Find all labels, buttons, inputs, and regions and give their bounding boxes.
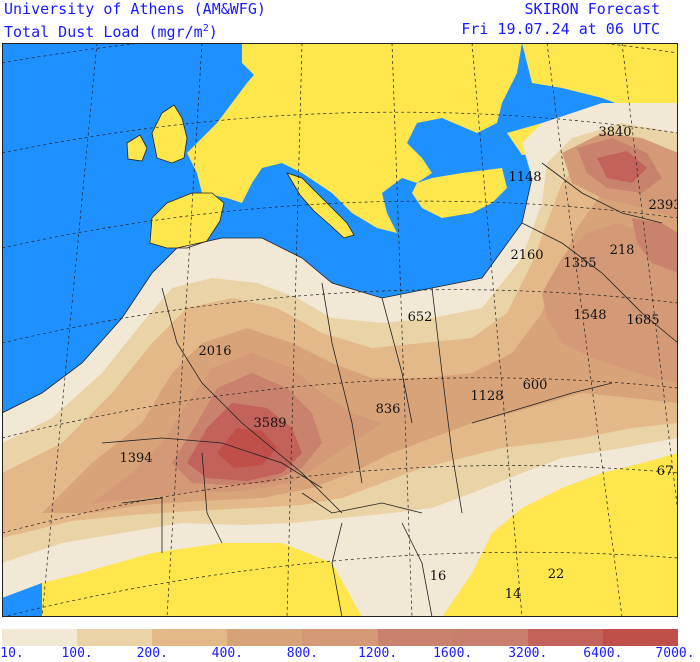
product-text: Total Dust Load (mgr/m <box>4 23 203 41</box>
value-label: 14 <box>505 587 522 602</box>
value-label: 3589 <box>253 416 286 431</box>
legend-swatch <box>227 629 303 646</box>
legend-swatch <box>452 629 528 646</box>
legend-swatch <box>77 629 153 646</box>
legend-swatch <box>152 629 228 646</box>
value-labels: 3840 2393 1148 2160 1355 218 1548 1685 652 600 112… <box>119 125 678 602</box>
dust-plume <box>2 103 678 617</box>
value-label: 3840 <box>598 125 631 140</box>
value-label: 652 <box>408 310 433 325</box>
legend-level-label: 6400. <box>583 646 623 661</box>
product-end: ) <box>208 23 218 41</box>
value-label: 1394 <box>119 451 152 466</box>
color-legend-bar <box>2 629 678 646</box>
legend-level-label: 7000. <box>655 646 695 661</box>
product-superscript: 2 <box>202 23 209 34</box>
institution-label: University of Athens (AM&WFG) <box>4 0 266 18</box>
product-label: Total Dust Load (mgr/m2) <box>4 20 218 41</box>
color-legend-labels: 10. 100. 200. 400. 800. 1200. 1600. 3200. 6400. 7… <box>0 646 700 662</box>
legend-level-label: 200. <box>136 646 168 661</box>
borders <box>2 104 678 617</box>
legend-level-label: 800. <box>286 646 319 661</box>
graticule <box>2 43 678 617</box>
legend-level-label: 1600. <box>433 646 473 661</box>
value-label: 1148 <box>508 170 541 185</box>
value-label: 218 <box>610 243 635 258</box>
legend-level-label: 100. <box>61 646 93 661</box>
legend-swatch <box>527 629 603 646</box>
value-label: 1128 <box>470 389 503 404</box>
value-label: 2160 <box>510 248 543 263</box>
legend-swatch <box>377 629 453 646</box>
legend-swatch <box>602 629 678 646</box>
value-label: 16 <box>430 569 447 584</box>
value-label: 2393 <box>648 198 678 213</box>
value-label: 1355 <box>563 256 596 271</box>
value-label: 836 <box>376 402 401 417</box>
model-label: SKIRON Forecast <box>524 0 660 18</box>
value-label: 67 <box>657 464 674 479</box>
legend-swatch <box>2 629 78 646</box>
value-label: 2016 <box>198 344 231 359</box>
legend-level-label: 400. <box>211 646 243 661</box>
dust-load-map: 3840 2393 1148 2160 1355 218 1548 1685 652 600 112… <box>2 43 678 617</box>
legend-level-label: 10. <box>0 646 24 661</box>
value-label: 22 <box>548 567 565 582</box>
legend-level-label: 3200. <box>508 646 548 661</box>
legend-swatch <box>302 629 378 646</box>
valid-time-label: Fri 19.07.24 at 06 UTC <box>461 20 660 38</box>
legend-level-label: 1200. <box>357 646 398 661</box>
value-label: 1685 <box>626 313 659 328</box>
value-label: 600 <box>523 378 548 393</box>
value-label: 1548 <box>573 308 606 323</box>
